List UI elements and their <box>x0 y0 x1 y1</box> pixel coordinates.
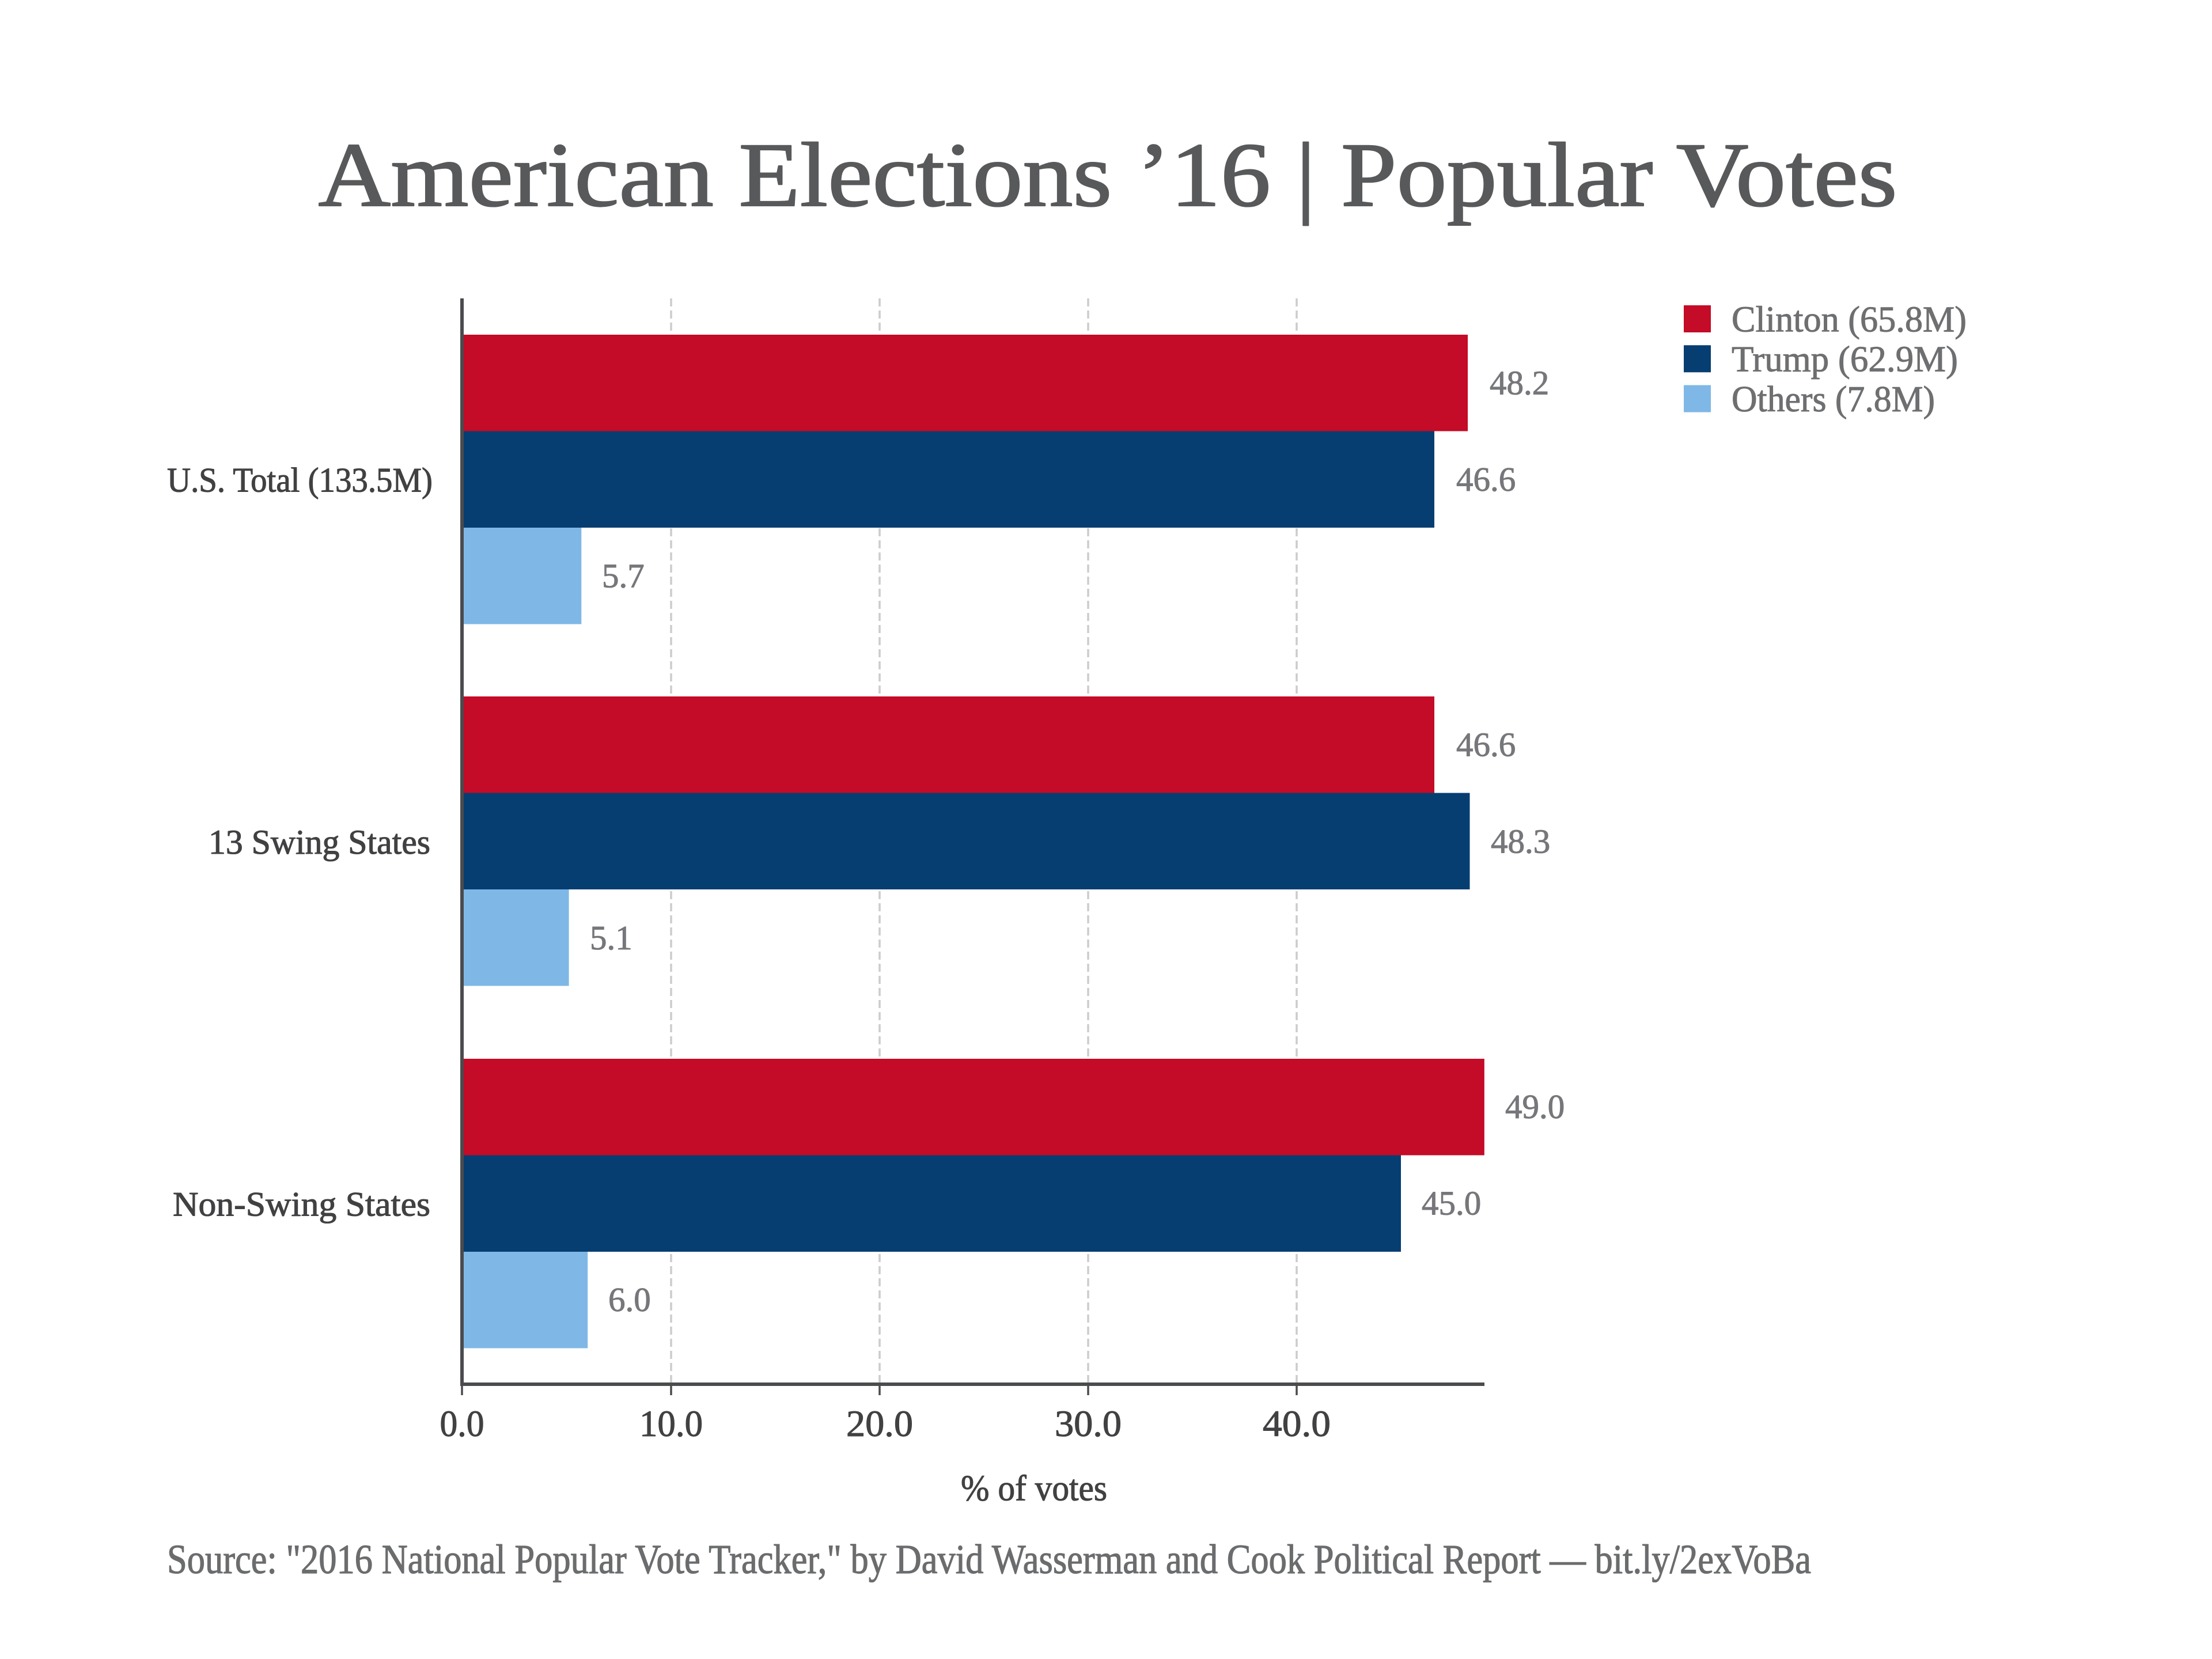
svg-text:Trump (62.9M): Trump (62.9M) <box>1732 339 1958 380</box>
svg-text:10.0: 10.0 <box>639 1403 703 1445</box>
svg-text:13 Swing States: 13 Swing States <box>209 823 430 861</box>
svg-text:Others (7.8M): Others (7.8M) <box>1732 378 1935 419</box>
svg-text:46.6: 46.6 <box>1456 460 1516 498</box>
svg-text:48.2: 48.2 <box>1490 364 1549 402</box>
svg-text:40.0: 40.0 <box>1263 1403 1331 1445</box>
svg-text:46.6: 46.6 <box>1456 726 1516 764</box>
svg-text:U.S. Total (133.5M): U.S. Total (133.5M) <box>167 461 433 499</box>
svg-text:30.0: 30.0 <box>1055 1403 1122 1445</box>
svg-text:% of votes: % of votes <box>961 1468 1107 1508</box>
svg-text:Non-Swing States: Non-Swing States <box>173 1185 430 1224</box>
svg-text:49.0: 49.0 <box>1505 1088 1565 1126</box>
svg-text:Clinton (65.8M): Clinton (65.8M) <box>1732 298 1967 339</box>
svg-text:5.7: 5.7 <box>602 557 645 595</box>
svg-text:6.0: 6.0 <box>608 1281 651 1319</box>
svg-text:48.3: 48.3 <box>1491 823 1550 861</box>
svg-text:5.1: 5.1 <box>590 919 632 957</box>
svg-text:Source: "2016 National Popular: Source: "2016 National Popular Vote Trac… <box>167 1536 1811 1582</box>
svg-text:American Elections ’16 | Popul: American Elections ’16 | Popular Votes <box>319 124 1897 226</box>
svg-text:20.0: 20.0 <box>846 1403 913 1445</box>
svg-text:45.0: 45.0 <box>1422 1184 1481 1222</box>
svg-text:0.0: 0.0 <box>440 1403 484 1445</box>
